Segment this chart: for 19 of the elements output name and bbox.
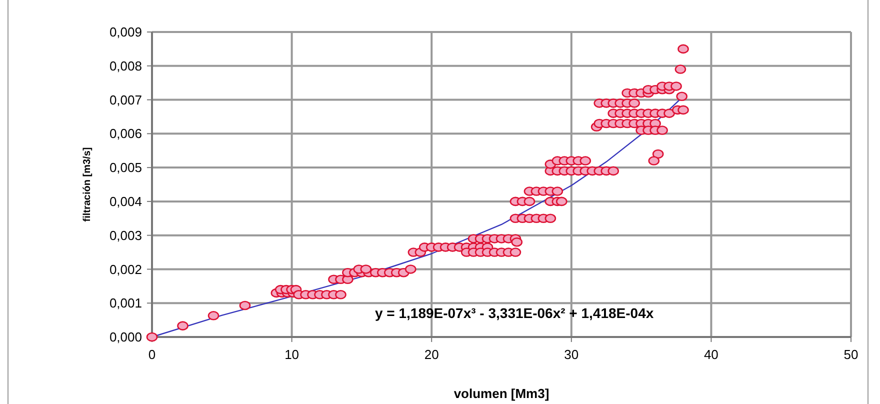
y-tick-label: 0,007: [109, 92, 142, 108]
x-tick-label: 10: [284, 347, 300, 362]
annotation: y = 1,189E-07x³ - 3,331E-06x² + 1,418E-04x: [375, 305, 654, 321]
x-tick-label: 40: [704, 347, 718, 362]
x-axis-title: volumen [Mm3]: [454, 386, 550, 401]
x-tick-label: 0: [148, 347, 156, 362]
y-tick-label: 0,005: [109, 160, 142, 176]
x-tick-label: 50: [844, 347, 858, 362]
y-tick-label: 0,009: [109, 24, 142, 40]
y-axis-title: filtración [m3/s]: [82, 147, 93, 222]
x-tick-label: 20: [424, 347, 439, 362]
y-tick-label: 0,000: [109, 330, 142, 345]
y-tick-label: 0,002: [109, 262, 142, 277]
y-tick-label: 0,006: [109, 126, 142, 142]
y-tick-label: 0,001: [109, 296, 142, 311]
y-tick-label: 0,004: [109, 194, 142, 209]
y-tick-label: 0,003: [109, 228, 142, 243]
x-tick-label: 30: [564, 347, 579, 362]
y-tick-label: 0,008: [109, 58, 142, 74]
